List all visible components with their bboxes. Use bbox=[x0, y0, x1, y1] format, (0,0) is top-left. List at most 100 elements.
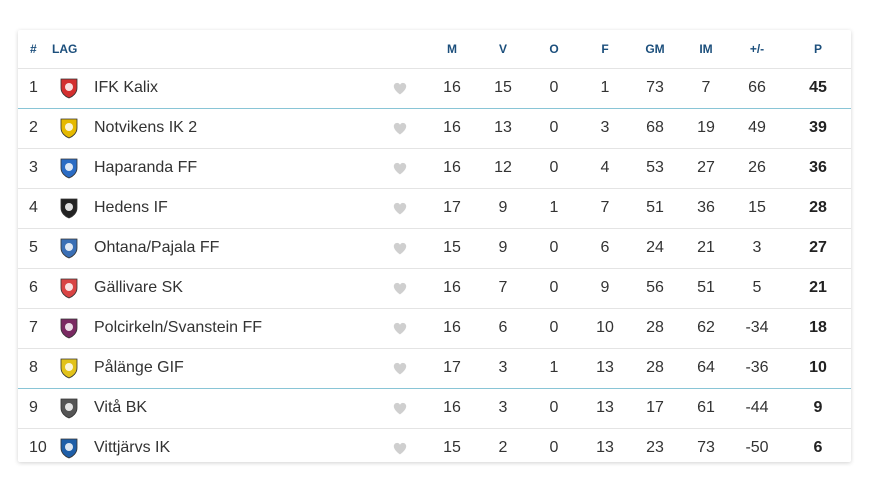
stat-wins: 12 bbox=[494, 159, 512, 176]
heart-icon[interactable] bbox=[390, 148, 410, 188]
stat-draws: 0 bbox=[549, 399, 559, 416]
team-name[interactable]: Polcirkeln/Svanstein FF bbox=[94, 319, 263, 336]
heart-icon[interactable] bbox=[390, 108, 410, 148]
notvikens-crest-icon bbox=[58, 108, 80, 148]
table-row[interactable]: 3 Haparanda FF 16 12 0 4 53 27 26 36 bbox=[18, 148, 851, 189]
table-row[interactable]: 6 Gällivare SK 16 7 0 9 56 51 5 21 bbox=[18, 268, 851, 309]
stat-goals-for: 28 bbox=[646, 359, 664, 376]
team-rank: 7 bbox=[29, 319, 38, 336]
team-name[interactable]: Haparanda FF bbox=[94, 159, 198, 176]
stat-goal-difference: 66 bbox=[748, 79, 766, 96]
polcirkeln-crest-icon bbox=[58, 308, 80, 348]
stat-wins: 13 bbox=[494, 119, 512, 136]
stat-points: 10 bbox=[809, 359, 827, 376]
table-row[interactable]: 2 Notvikens IK 2 16 13 0 3 68 19 49 39 bbox=[18, 108, 851, 149]
heart-icon[interactable] bbox=[390, 268, 410, 308]
vittjarvs-crest-icon bbox=[58, 428, 80, 468]
stat-goal-difference: -44 bbox=[745, 399, 769, 416]
header-losses: F bbox=[601, 42, 609, 56]
stat-losses: 13 bbox=[596, 439, 614, 456]
stat-draws: 0 bbox=[549, 319, 559, 336]
stat-goals-against: 61 bbox=[697, 399, 715, 416]
stat-points: 28 bbox=[809, 199, 827, 216]
stat-goals-for: 53 bbox=[646, 159, 664, 176]
team-name[interactable]: Notvikens IK 2 bbox=[94, 119, 198, 136]
heart-icon[interactable] bbox=[390, 348, 410, 388]
stat-draws: 0 bbox=[549, 159, 559, 176]
stat-goals-for: 24 bbox=[646, 239, 664, 256]
stat-goals-against: 62 bbox=[697, 319, 715, 336]
team-rank: 1 bbox=[29, 79, 38, 96]
team-name[interactable]: Pålänge GIF bbox=[94, 359, 184, 376]
stat-points: 27 bbox=[809, 239, 827, 256]
table-row[interactable]: 1 IFK Kalix 16 15 0 1 73 7 66 45 bbox=[18, 68, 851, 109]
table-row[interactable]: 4 Hedens IF 17 9 1 7 51 36 15 28 bbox=[18, 188, 851, 229]
stat-goals-against: 51 bbox=[697, 279, 715, 296]
heart-icon[interactable] bbox=[390, 228, 410, 268]
header-wins: V bbox=[498, 42, 507, 56]
stat-losses: 13 bbox=[596, 399, 614, 416]
team-name[interactable]: Ohtana/Pajala FF bbox=[94, 239, 220, 256]
stat-goals-against: 73 bbox=[697, 439, 715, 456]
team-name[interactable]: Hedens IF bbox=[94, 199, 168, 216]
team-rank: 4 bbox=[29, 199, 38, 216]
stat-matches: 15 bbox=[443, 239, 461, 256]
table-row[interactable]: 8 Pålänge GIF 17 3 1 13 28 64 -36 10 bbox=[18, 348, 851, 389]
team-rank: 6 bbox=[29, 279, 38, 296]
table-row[interactable]: 7 Polcirkeln/Svanstein FF 16 6 0 10 28 62 -34 18 bbox=[18, 308, 851, 349]
heart-icon[interactable] bbox=[390, 428, 410, 468]
table-row[interactable]: 9 Vitå BK 16 3 0 13 17 61 -44 9 bbox=[18, 388, 851, 429]
vita-crest-icon bbox=[58, 388, 80, 428]
heart-icon[interactable] bbox=[390, 388, 410, 428]
stat-goal-difference: 26 bbox=[748, 159, 766, 176]
team-name[interactable]: IFK Kalix bbox=[94, 79, 159, 96]
heart-icon[interactable] bbox=[390, 308, 410, 348]
haparanda-crest-icon bbox=[58, 148, 80, 188]
stat-draws: 0 bbox=[549, 119, 559, 136]
stat-losses: 6 bbox=[600, 239, 610, 256]
stat-goal-difference: -34 bbox=[745, 319, 769, 336]
stat-goals-for: 73 bbox=[646, 79, 664, 96]
stat-matches: 17 bbox=[443, 359, 461, 376]
stat-goal-difference: 5 bbox=[752, 279, 762, 296]
table-row[interactable]: 10 Vittjärvs IK 15 2 0 13 23 73 -50 6 bbox=[18, 428, 851, 468]
table-row[interactable]: 5 Ohtana/Pajala FF 15 9 0 6 24 21 3 27 bbox=[18, 228, 851, 269]
stat-points: 6 bbox=[813, 439, 823, 456]
stat-wins: 2 bbox=[498, 439, 508, 456]
team-name[interactable]: Gällivare SK bbox=[94, 279, 183, 296]
stat-losses: 3 bbox=[600, 119, 610, 136]
team-rank: 5 bbox=[29, 239, 38, 256]
header-goal-difference: +/- bbox=[749, 42, 765, 56]
stat-goal-difference: 3 bbox=[752, 239, 762, 256]
stat-wins: 15 bbox=[494, 79, 512, 96]
stat-goals-for: 17 bbox=[646, 399, 664, 416]
stat-goals-against: 64 bbox=[697, 359, 715, 376]
stat-losses: 10 bbox=[596, 319, 614, 336]
team-name[interactable]: Vitå BK bbox=[94, 399, 148, 416]
league-table: # LAG M V O F GM IM +/- P 1 IFK Kalix 16 15… bbox=[18, 30, 851, 462]
stat-matches: 16 bbox=[443, 79, 461, 96]
team-name[interactable]: Vittjärvs IK bbox=[94, 439, 171, 456]
stat-goals-against: 19 bbox=[697, 119, 715, 136]
stat-matches: 16 bbox=[443, 119, 461, 136]
stat-goals-against: 21 bbox=[697, 239, 715, 256]
stat-points: 21 bbox=[809, 279, 827, 296]
stat-points: 18 bbox=[809, 319, 827, 336]
stat-points: 36 bbox=[809, 159, 827, 176]
stat-goals-for: 28 bbox=[646, 319, 664, 336]
ifk-kalix-crest-icon bbox=[58, 68, 80, 108]
stat-points: 9 bbox=[813, 399, 823, 416]
table-header: # LAG M V O F GM IM +/- P bbox=[18, 30, 851, 69]
stat-goal-difference: -50 bbox=[745, 439, 769, 456]
heart-icon[interactable] bbox=[390, 68, 410, 108]
ohtana-pajala-crest-icon bbox=[58, 228, 80, 268]
stat-losses: 13 bbox=[596, 359, 614, 376]
stat-goals-for: 56 bbox=[646, 279, 664, 296]
stat-goals-for: 23 bbox=[646, 439, 664, 456]
stat-draws: 0 bbox=[549, 79, 559, 96]
team-rank: 8 bbox=[29, 359, 38, 376]
stat-losses: 4 bbox=[600, 159, 610, 176]
heart-icon[interactable] bbox=[390, 188, 410, 228]
stat-matches: 16 bbox=[443, 279, 461, 296]
hedens-crest-icon bbox=[58, 188, 80, 228]
